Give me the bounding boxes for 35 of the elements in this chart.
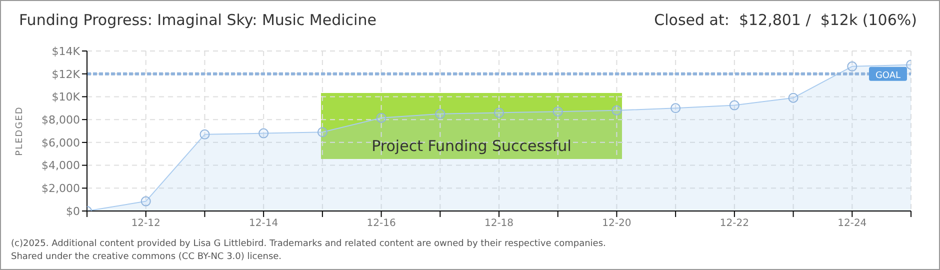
y-tick-label: $12K — [52, 68, 81, 81]
x-tick-label: 12-24 — [838, 218, 867, 230]
chart-title: Funding Progress: Imaginal Sky: Music Medicine — [19, 11, 376, 29]
point — [140, 196, 151, 206]
point — [258, 128, 269, 138]
y-tick-label: $8,000 — [42, 113, 80, 126]
x-tick-label: 12-14 — [249, 218, 278, 230]
x-tick-label: 12-20 — [602, 218, 632, 230]
x-tick-label: 12-12 — [131, 218, 160, 230]
x-tick-label: 12-16 — [366, 218, 396, 230]
point — [435, 108, 446, 119]
point — [847, 61, 858, 72]
point — [552, 106, 563, 117]
x-tick-label: 12-18 — [484, 218, 514, 230]
y-axis-title: PLEDGED — [15, 106, 26, 156]
y-tick-label: $4,000 — [42, 159, 80, 172]
point — [376, 112, 386, 123]
point — [670, 103, 681, 114]
y-tick-label: $10K — [52, 90, 81, 104]
chart-subtitle: Closed at: $12,801 / $12k (106%) — [654, 11, 917, 29]
y-tick-label: $0 — [66, 204, 80, 218]
annotation: Project Funding Successful — [372, 137, 572, 155]
point — [200, 129, 210, 140]
point — [494, 108, 504, 118]
ref-line-label: GOAL — [875, 70, 901, 81]
y-tick-label: $14K — [52, 44, 81, 58]
text: (c)2025. Additional content provided by Lisa G Littlebird. Trademarks and related content are owned by their respective companies. — [11, 238, 606, 251]
y-tick-label: $6,000 — [42, 136, 80, 150]
point — [788, 92, 798, 103]
point — [317, 127, 328, 138]
point — [612, 105, 622, 116]
x-tick-label: 12-22 — [720, 218, 749, 230]
y-tick-label: $2,000 — [42, 182, 80, 196]
text: Shared under the creative commons (CC BY-NC 3.0) license. — [11, 251, 283, 264]
point — [729, 100, 740, 110]
